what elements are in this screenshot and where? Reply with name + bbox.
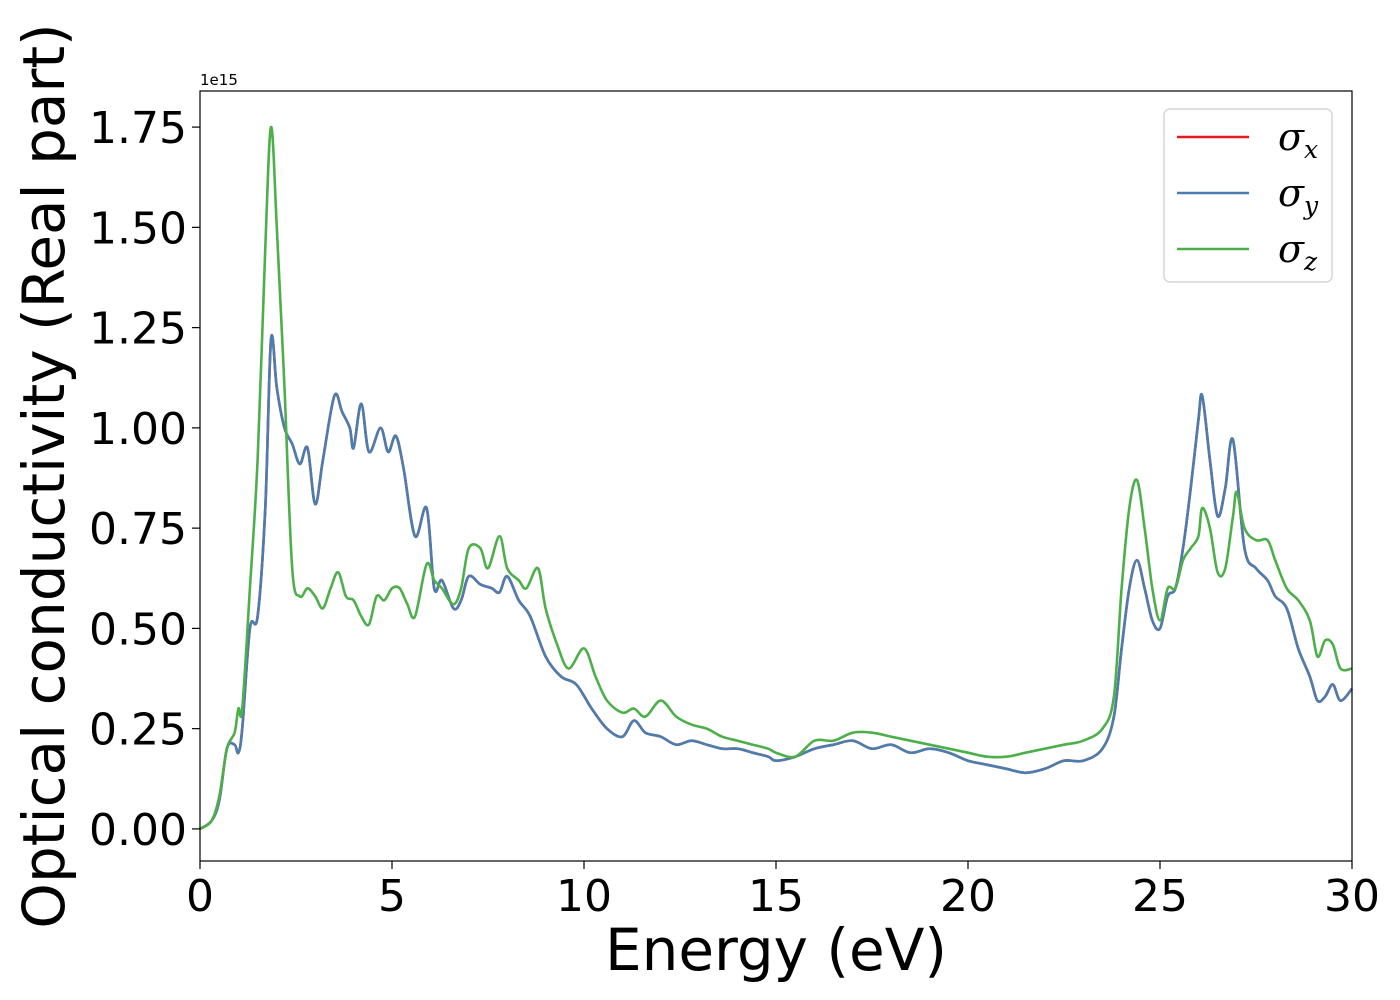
- x-tick-label: 10: [556, 871, 612, 922]
- x-axis-label: Energy (eV): [605, 916, 947, 984]
- y-axis-label: Optical conductivity (Real part): [10, 23, 78, 928]
- series-line-y: [199, 334, 1354, 831]
- legend-label-x: σx: [1278, 115, 1318, 164]
- y-tick-label: 1.50: [89, 203, 187, 254]
- series-layer: [199, 125, 1354, 831]
- x-tick-label: 5: [378, 871, 406, 922]
- axis-ticks: 0 5 10 15 20 25 30 0.00 0.25 0.50 0.75 1.00 1.25 1.50…: [89, 103, 1380, 922]
- y-tick-label: 0.50: [89, 604, 187, 655]
- series-line-x: [199, 334, 1354, 831]
- y-tick-label: 1.00: [89, 404, 187, 455]
- y-tick-label: 0.00: [89, 805, 187, 856]
- x-tick-label: 25: [1132, 871, 1188, 922]
- y-tick-label: 1.25: [89, 304, 187, 355]
- x-tick-label: 30: [1324, 871, 1380, 922]
- legend-box: [1163, 108, 1333, 283]
- y-tick-label: 0.75: [89, 504, 187, 555]
- x-tick-label: 15: [748, 871, 804, 922]
- y-axis-scale-label: 1e15: [200, 71, 238, 89]
- x-tick-label: 0: [186, 871, 214, 922]
- series-line-z: [199, 125, 1353, 831]
- y-tick-label: 1.75: [89, 103, 187, 154]
- x-tick-label: 20: [940, 871, 996, 922]
- legend-label-y: σy: [1278, 171, 1319, 220]
- y-tick-label: 0.25: [89, 705, 187, 756]
